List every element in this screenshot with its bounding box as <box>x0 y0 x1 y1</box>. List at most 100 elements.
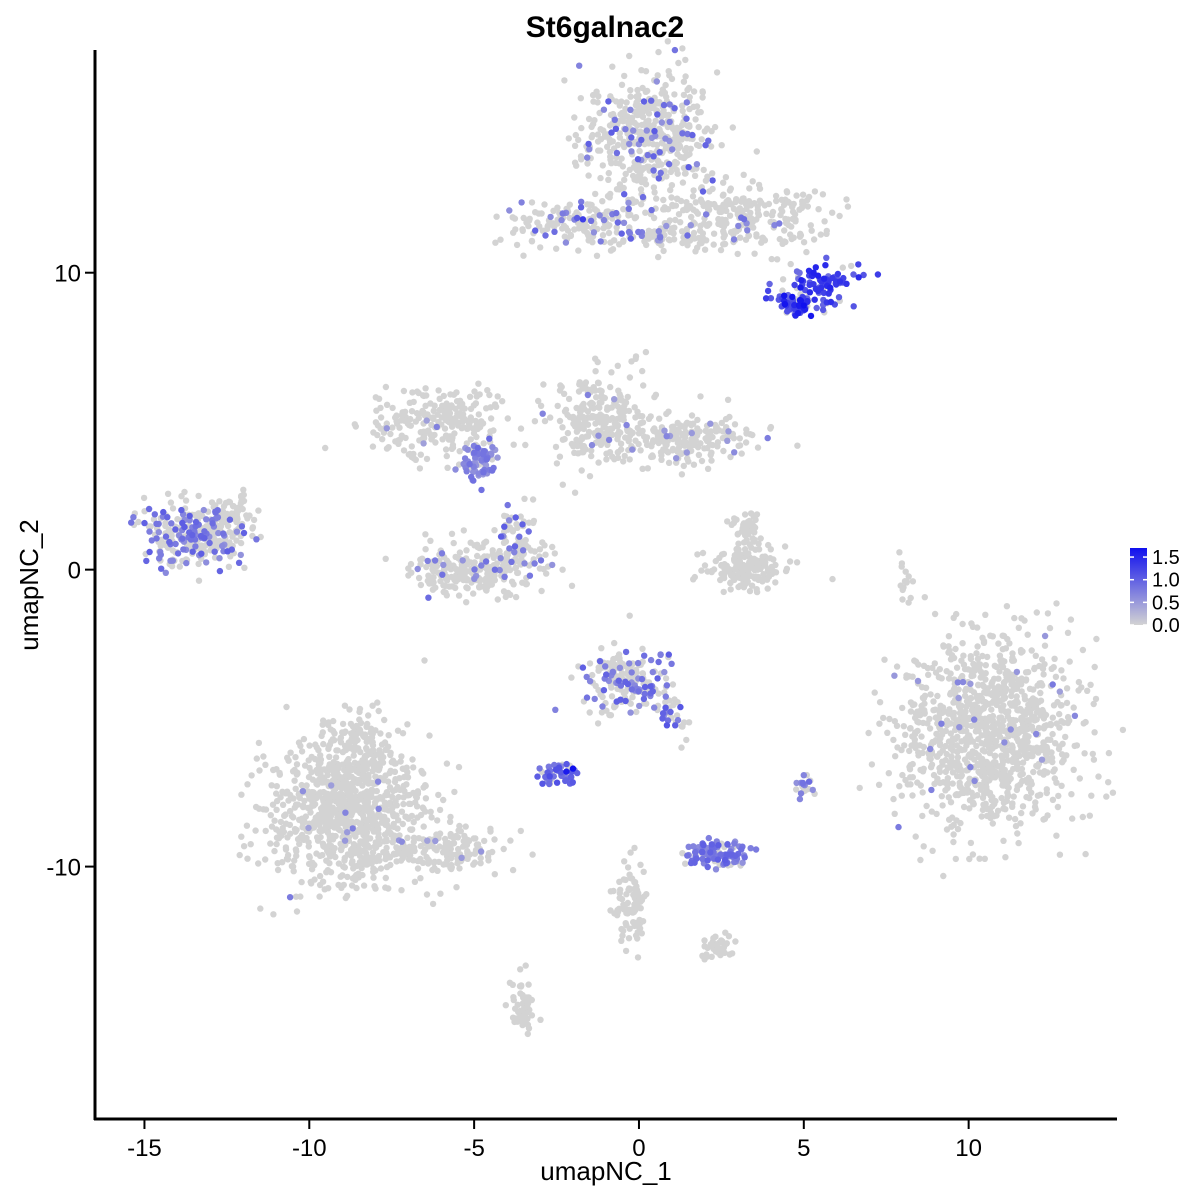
cell-point <box>417 561 424 568</box>
cell-point <box>1018 714 1025 722</box>
cell-point <box>633 669 640 676</box>
cell-point <box>954 754 962 761</box>
cell-point <box>784 198 791 205</box>
cell-point <box>639 112 646 120</box>
cell-point <box>357 821 364 829</box>
cell-point <box>233 511 240 518</box>
cell-point <box>414 814 421 821</box>
cell-point <box>707 451 714 459</box>
cell-point <box>509 866 517 874</box>
cell-point <box>690 576 697 583</box>
cell-point <box>622 105 629 113</box>
cell-point <box>271 847 278 855</box>
cell-point <box>517 425 525 432</box>
cell-point <box>292 828 299 835</box>
cell-point <box>597 147 604 154</box>
cell-point <box>280 828 288 836</box>
cell-point <box>978 758 986 766</box>
cell-point <box>1063 699 1071 707</box>
cell-point <box>1095 773 1102 780</box>
cell-point <box>542 551 549 558</box>
cell-point <box>443 452 450 460</box>
cell-point <box>440 796 447 804</box>
cell-point <box>793 786 800 793</box>
cell-point <box>331 845 338 852</box>
cell-point <box>997 762 1005 770</box>
cell-point <box>618 397 626 404</box>
cell-point <box>1024 631 1031 638</box>
cell-point-expressed <box>341 837 349 844</box>
cell-point <box>382 818 389 825</box>
cell-point <box>1012 681 1019 689</box>
cell-point <box>829 209 836 216</box>
cell-point <box>995 771 1002 778</box>
cell-point <box>635 897 642 905</box>
cell-point <box>996 714 1003 721</box>
cell-point <box>1047 720 1054 728</box>
cell-point <box>613 224 620 231</box>
cell-point <box>594 131 601 138</box>
cell-point <box>607 239 614 246</box>
cell-point <box>440 392 447 400</box>
cell-point <box>722 174 730 181</box>
cell-point <box>773 197 780 205</box>
cell-point <box>310 794 318 801</box>
cell-point <box>790 200 797 208</box>
cell-point <box>1058 667 1065 674</box>
cell-point <box>296 792 303 800</box>
cell-point <box>420 428 427 435</box>
cell-point <box>729 124 736 131</box>
cell-point <box>978 813 985 820</box>
cell-point <box>248 772 255 779</box>
cell-point <box>367 808 374 815</box>
cell-point <box>428 814 435 821</box>
cell-point <box>627 93 634 100</box>
cell-point <box>658 432 666 440</box>
cell-point <box>977 715 985 722</box>
cell-point <box>1029 810 1036 817</box>
cell-point <box>536 565 544 572</box>
cell-point <box>571 114 578 121</box>
cell-point <box>736 582 744 589</box>
cell-point <box>642 68 650 75</box>
cell-point <box>240 843 248 850</box>
cell-point <box>661 206 668 213</box>
cell-point <box>925 671 932 678</box>
cell-point <box>754 206 761 213</box>
cell-point <box>224 522 232 530</box>
cell-point <box>1010 657 1018 664</box>
cell-point <box>670 230 677 237</box>
cell-point <box>740 539 748 546</box>
cell-point <box>823 227 830 235</box>
cell-point <box>746 185 753 192</box>
cell-point <box>320 740 327 748</box>
cell-point <box>706 435 713 443</box>
cell-point <box>898 563 905 570</box>
cell-point <box>276 828 283 835</box>
cell-point <box>491 527 498 534</box>
cell-point <box>386 829 394 836</box>
cell-point <box>979 652 986 660</box>
cell-point <box>639 670 647 678</box>
cell-point <box>370 429 377 436</box>
cell-point <box>1052 673 1060 680</box>
cell-point <box>637 447 644 454</box>
cell-point <box>674 145 682 152</box>
cell-point <box>435 858 443 866</box>
cell-point <box>466 418 474 425</box>
cell-point <box>1070 704 1077 711</box>
cell-point <box>753 511 761 518</box>
cell-point <box>441 408 448 415</box>
cell-point <box>637 861 644 868</box>
cell-point <box>971 756 978 763</box>
cell-point <box>1039 682 1046 689</box>
cell-point <box>580 442 588 450</box>
cell-point <box>946 706 953 713</box>
cell-point <box>782 567 790 575</box>
cell-point <box>429 900 437 908</box>
cell-point <box>253 755 260 762</box>
cell-point <box>907 708 915 715</box>
cell-point <box>580 425 587 433</box>
cell-point <box>1000 691 1007 698</box>
cell-point <box>893 722 901 729</box>
